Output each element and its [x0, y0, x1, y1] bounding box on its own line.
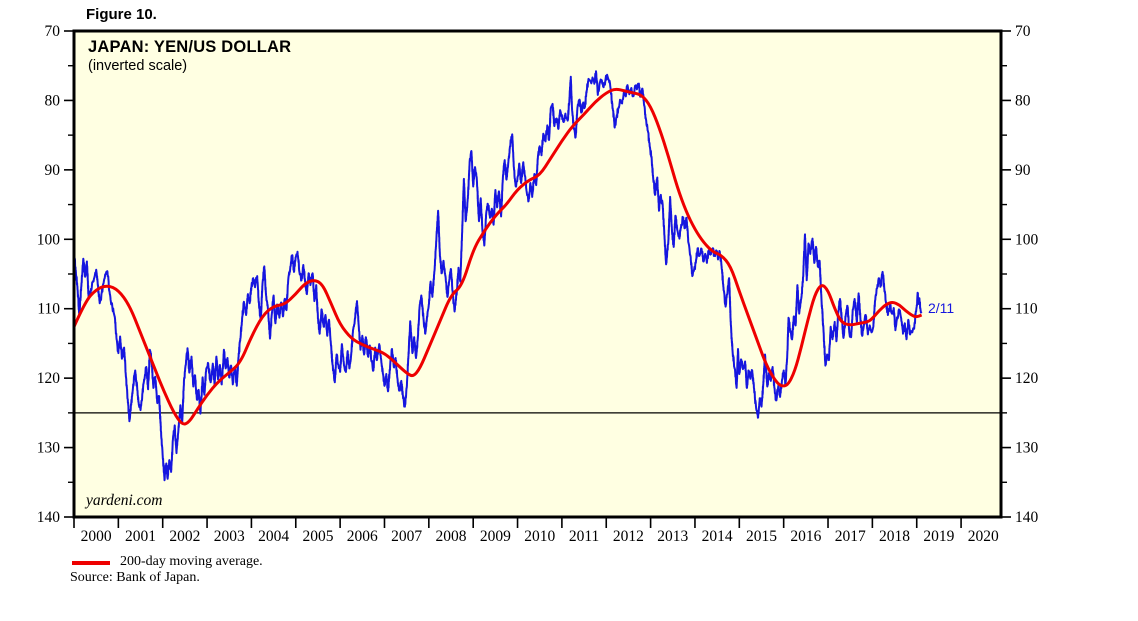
- x-tick-label-2018: 2018: [879, 528, 910, 545]
- x-tick-label-2004: 2004: [258, 528, 289, 545]
- y-tick-label-right-100: 100: [1015, 231, 1039, 248]
- x-tick-label-2007: 2007: [391, 528, 422, 545]
- x-tick-label-2012: 2012: [613, 528, 644, 545]
- y-tick-label-left-90: 90: [45, 162, 61, 179]
- latest-value-label: 2/11: [928, 300, 955, 316]
- y-tick-label-left-100: 100: [37, 231, 61, 248]
- plot-frame: [72, 29, 1003, 519]
- x-tick-label-2011: 2011: [569, 528, 599, 545]
- y-tick-label-left-110: 110: [37, 301, 60, 318]
- y-tick-label-right-140: 140: [1015, 509, 1039, 526]
- x-tick-label-2005: 2005: [302, 528, 333, 545]
- y-tick-label-left-80: 80: [45, 92, 61, 109]
- x-tick-label-2003: 2003: [214, 528, 245, 545]
- y-tick-label-left-130: 130: [37, 440, 61, 457]
- y-tick-label-left-140: 140: [37, 509, 61, 526]
- y-tick-label-right-120: 120: [1015, 370, 1039, 387]
- x-tick-label-2009: 2009: [480, 528, 511, 545]
- x-tick-label-2002: 2002: [169, 528, 200, 545]
- legend-ma-swatch: [72, 561, 110, 565]
- x-tick-label-2000: 2000: [81, 528, 112, 545]
- x-tick-label-2016: 2016: [790, 528, 821, 545]
- y-tick-label-left-70: 70: [45, 23, 61, 40]
- legend-ma-label: 200-day moving average.: [120, 554, 263, 569]
- y-tick-label-left-120: 120: [37, 370, 61, 387]
- x-tick-label-2017: 2017: [835, 528, 866, 545]
- x-tick-label-2010: 2010: [524, 528, 555, 545]
- source-note: Source: Bank of Japan.: [70, 570, 200, 585]
- x-tick-label-2014: 2014: [702, 528, 733, 545]
- y-tick-label-right-80: 80: [1015, 92, 1031, 109]
- chart-title: JAPAN: YEN/US DOLLAR: [88, 38, 292, 56]
- x-tick-label-2008: 2008: [436, 528, 467, 545]
- figure-label: Figure 10.: [86, 6, 157, 23]
- spot-line: [74, 70, 923, 482]
- x-tick-label-2019: 2019: [923, 528, 954, 545]
- y-tick-label-right-130: 130: [1015, 440, 1039, 457]
- x-tick-label-2020: 2020: [968, 528, 999, 545]
- x-tick-label-2015: 2015: [746, 528, 777, 545]
- x-tick-label-2001: 2001: [125, 528, 156, 545]
- watermark: yardeni.com: [86, 492, 163, 509]
- chart-subtitle: (inverted scale): [88, 58, 188, 74]
- y-tick-label-right-90: 90: [1015, 162, 1031, 179]
- y-axis: 70 70 80 80 90 90 100 100 110 110 120 120 130 130 140 1…: [37, 23, 1039, 526]
- y-tick-label-right-70: 70: [1015, 23, 1031, 40]
- x-tick-label-2013: 2013: [657, 528, 688, 545]
- ma-line: [74, 87, 923, 426]
- x-axis: 2000 2001 2002 2003 2004 2005 2006 2007 2008 2009…: [73, 517, 999, 545]
- x-tick-label-2006: 2006: [347, 528, 378, 545]
- y-tick-label-right-110: 110: [1015, 301, 1038, 318]
- plot-background: [74, 31, 1001, 517]
